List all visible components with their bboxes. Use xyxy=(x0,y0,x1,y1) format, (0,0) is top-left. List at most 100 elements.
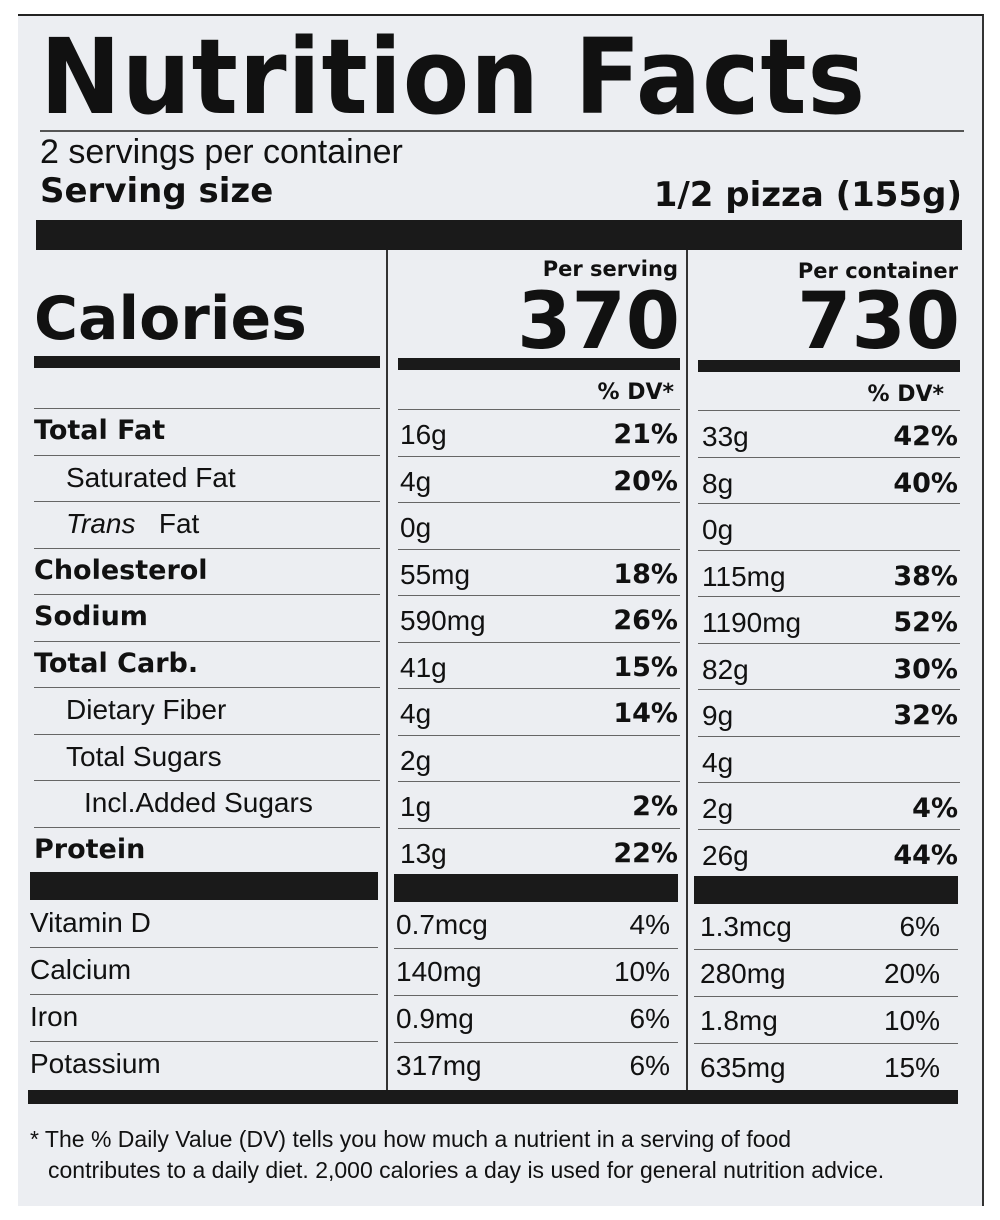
container-dv: 30% xyxy=(893,653,958,685)
container-amount: 9g xyxy=(702,700,734,731)
serving-amount: 4g xyxy=(400,465,432,497)
row-divider xyxy=(34,454,380,456)
nutrient-name: Incl.Added Sugars xyxy=(84,787,313,818)
row-divider xyxy=(30,1041,378,1043)
container-dv: 52% xyxy=(893,607,958,638)
container-dv: 10% xyxy=(883,1005,940,1036)
container-amount: 280mg xyxy=(700,958,786,989)
row-divider xyxy=(398,688,680,690)
nutrient-name-rest: Fat xyxy=(135,508,200,539)
container-amount: 1.8mg xyxy=(700,1005,778,1036)
row-divider xyxy=(698,642,960,644)
nutrient-name: Saturated Fat xyxy=(66,461,236,493)
dv-header-container: % DV* xyxy=(867,382,945,407)
nutrient-name: Dietary Fiber xyxy=(66,694,227,725)
container-amount: 0g xyxy=(702,514,734,545)
vitamins-bar-3 xyxy=(694,876,958,904)
row-divider xyxy=(398,409,680,411)
serving-amount: 590mg xyxy=(400,605,486,636)
calories-bar-2 xyxy=(398,358,680,370)
column-divider-2 xyxy=(686,250,688,1092)
row-divider xyxy=(34,640,380,642)
serving-amount: 16g xyxy=(400,419,447,450)
serving-dv: 4% xyxy=(629,909,670,940)
container-dv: 15% xyxy=(883,1052,940,1083)
row-divider xyxy=(34,780,380,782)
container-dv: 38% xyxy=(893,560,958,592)
serving-dv: 10% xyxy=(613,956,670,987)
serving-amount: 2g xyxy=(400,744,432,776)
container-dv: 44% xyxy=(893,839,958,871)
calories-bar-1 xyxy=(34,356,380,368)
serving-amount: 0.9mg xyxy=(396,1003,474,1034)
vitamin-name: Calcium xyxy=(30,954,132,985)
container-dv: 32% xyxy=(893,700,958,731)
title-divider xyxy=(40,130,964,132)
nutrient-name: Trans Fat xyxy=(66,507,199,541)
nutrient-name: Cholesterol xyxy=(34,554,208,586)
serving-amount: 13g xyxy=(400,837,447,869)
row-divider xyxy=(698,596,960,598)
serving-amount: 0g xyxy=(400,512,432,543)
serving-amount: 0.7mcg xyxy=(396,909,488,940)
row-divider xyxy=(398,548,680,550)
row-divider xyxy=(398,827,680,829)
calories-per-serving: 370 xyxy=(517,277,680,367)
vitamin-name: Vitamin D xyxy=(30,907,151,938)
nutrient-name: Sodium xyxy=(34,601,148,632)
nutrient-name: Total Fat xyxy=(34,415,166,446)
nutrient-name-italic: Trans xyxy=(66,508,136,539)
thick-divider-bottom xyxy=(28,1090,958,1104)
vitamins-bar-1 xyxy=(30,872,378,900)
container-amount: 26g xyxy=(702,839,749,871)
vitamin-name: Potassium xyxy=(30,1048,161,1079)
per-serving-header: Per serving xyxy=(542,257,678,281)
row-divider xyxy=(34,733,380,735)
dv-header-serving: % DV* xyxy=(597,380,675,405)
nutrient-name: Total Sugars xyxy=(66,740,222,772)
container-amount: 2g xyxy=(702,793,734,824)
container-dv: 4% xyxy=(912,793,958,824)
serving-dv: 18% xyxy=(613,558,678,590)
servings-per-container: 2 servings per container xyxy=(40,133,403,171)
container-amount: 1190mg xyxy=(702,607,802,638)
per-container-header: Per container xyxy=(797,259,958,283)
container-dv: 6% xyxy=(899,911,940,942)
nutrition-label: Nutrition Facts 2 servings per container… xyxy=(18,14,984,1206)
row-divider xyxy=(34,687,380,689)
serving-amount: 55mg xyxy=(400,558,471,590)
row-divider xyxy=(398,641,680,643)
serving-dv: 2% xyxy=(632,791,678,822)
row-divider xyxy=(394,948,678,950)
column-divider-1 xyxy=(386,250,388,1092)
row-divider xyxy=(34,501,380,503)
row-divider xyxy=(30,947,378,949)
container-amount: 8g xyxy=(702,467,734,499)
thick-divider-top xyxy=(36,220,962,250)
row-divider xyxy=(698,503,960,505)
container-dv: 40% xyxy=(893,467,958,499)
container-amount: 33g xyxy=(702,421,749,452)
container-amount: 4g xyxy=(702,746,734,778)
row-divider xyxy=(394,1042,678,1044)
label-title: Nutrition Facts xyxy=(40,16,867,138)
row-divider xyxy=(34,594,380,596)
row-divider xyxy=(698,456,960,458)
serving-dv: 26% xyxy=(613,605,678,636)
serving-dv: 6% xyxy=(629,1003,670,1034)
row-divider xyxy=(398,781,680,783)
vitamins-bar-2 xyxy=(394,874,678,902)
nutrient-name: Total Carb. xyxy=(34,647,199,679)
row-divider xyxy=(394,995,678,997)
container-amount: 635mg xyxy=(700,1052,786,1083)
serving-size-value: 1/2 pizza (155g) xyxy=(653,175,962,215)
nutrient-name: Protein xyxy=(34,833,146,865)
vitamin-name: Iron xyxy=(30,1001,79,1032)
row-divider xyxy=(698,549,960,551)
row-divider xyxy=(698,782,960,784)
row-divider xyxy=(694,996,958,998)
row-divider xyxy=(398,595,680,597)
container-amount: 1.3mcg xyxy=(700,911,792,942)
serving-dv: 15% xyxy=(613,651,678,683)
footnote-line-1: * The % Daily Value (DV) tells you how m… xyxy=(30,1126,792,1152)
